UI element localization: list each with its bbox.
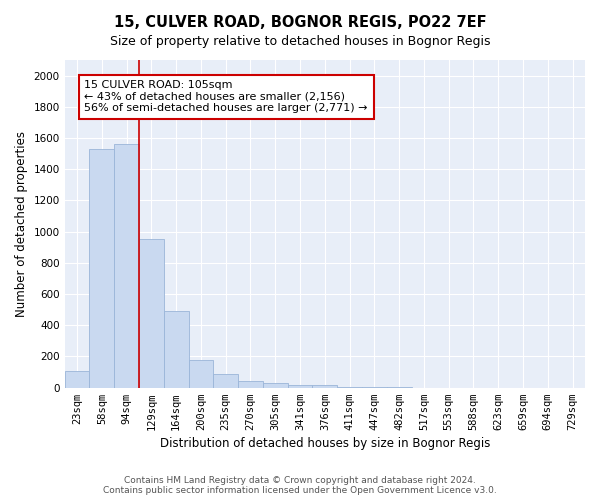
Bar <box>214 374 238 388</box>
X-axis label: Distribution of detached houses by size in Bognor Regis: Distribution of detached houses by size … <box>160 437 490 450</box>
Bar <box>139 240 164 388</box>
Text: 15, CULVER ROAD, BOGNOR REGIS, PO22 7EF: 15, CULVER ROAD, BOGNOR REGIS, PO22 7EF <box>113 15 487 30</box>
Text: Contains HM Land Registry data © Crown copyright and database right 2024.
Contai: Contains HM Land Registry data © Crown c… <box>103 476 497 495</box>
Bar <box>65 370 89 388</box>
Y-axis label: Number of detached properties: Number of detached properties <box>15 131 28 317</box>
Bar <box>114 144 139 388</box>
Bar <box>164 311 188 388</box>
Bar <box>337 387 362 388</box>
Text: 15 CULVER ROAD: 105sqm
← 43% of detached houses are smaller (2,156)
56% of semi-: 15 CULVER ROAD: 105sqm ← 43% of detached… <box>85 80 368 114</box>
Bar <box>287 384 313 388</box>
Bar <box>313 386 337 388</box>
Bar <box>188 360 214 388</box>
Text: Size of property relative to detached houses in Bognor Regis: Size of property relative to detached ho… <box>110 35 490 48</box>
Bar <box>238 382 263 388</box>
Bar <box>89 149 114 388</box>
Bar <box>263 383 287 388</box>
